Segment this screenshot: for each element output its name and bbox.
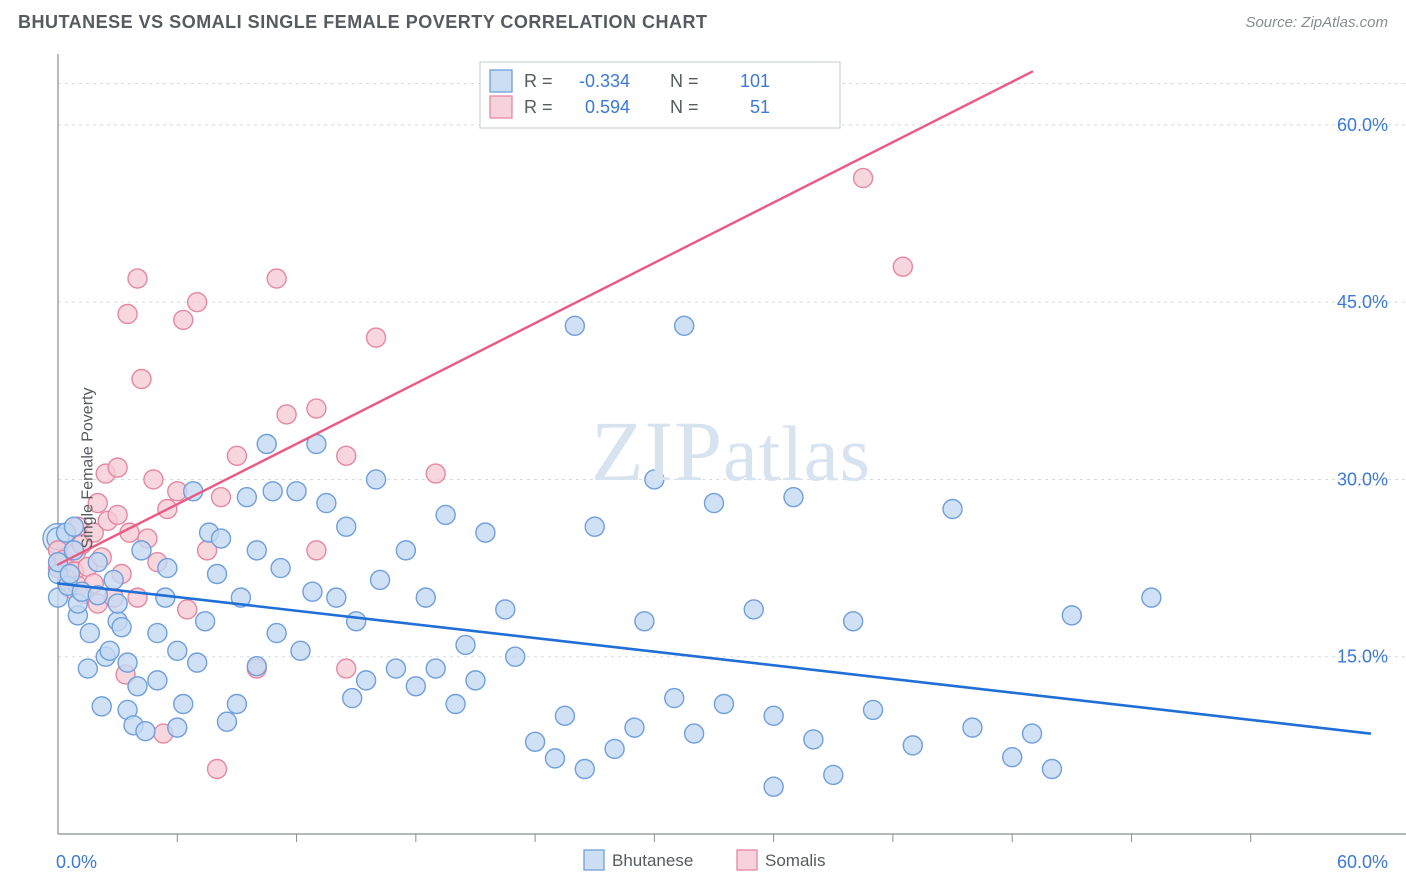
svg-text:51: 51 (750, 97, 770, 117)
svg-text:0.594: 0.594 (585, 97, 630, 117)
svg-text:N =: N = (670, 97, 699, 117)
chart-area: Single Female Poverty ZIPatlas 15.0%30.0… (0, 44, 1406, 892)
svg-text:45.0%: 45.0% (1337, 292, 1388, 312)
svg-text:60.0%: 60.0% (1337, 852, 1388, 872)
svg-text:15.0%: 15.0% (1337, 647, 1388, 667)
svg-text:30.0%: 30.0% (1337, 469, 1388, 489)
svg-text:R =: R = (524, 97, 553, 117)
svg-text:N =: N = (670, 71, 699, 91)
svg-text:60.0%: 60.0% (1337, 115, 1388, 135)
svg-text:R =: R = (524, 71, 553, 91)
svg-text:101: 101 (740, 71, 770, 91)
y-axis-label: Single Female Poverty (79, 388, 97, 549)
svg-text:Bhutanese: Bhutanese (612, 851, 693, 870)
chart-title: BHUTANESE VS SOMALI SINGLE FEMALE POVERT… (18, 12, 708, 33)
svg-text:-0.334: -0.334 (579, 71, 630, 91)
svg-text:0.0%: 0.0% (56, 852, 97, 872)
source-label: Source: ZipAtlas.com (1245, 14, 1388, 31)
scatter-chart: 15.0% 30.0% 45.0% 60.0% 0.0% 60.0% R = -0.334 N … (0, 44, 1406, 892)
svg-text:Somalis: Somalis (765, 851, 825, 870)
